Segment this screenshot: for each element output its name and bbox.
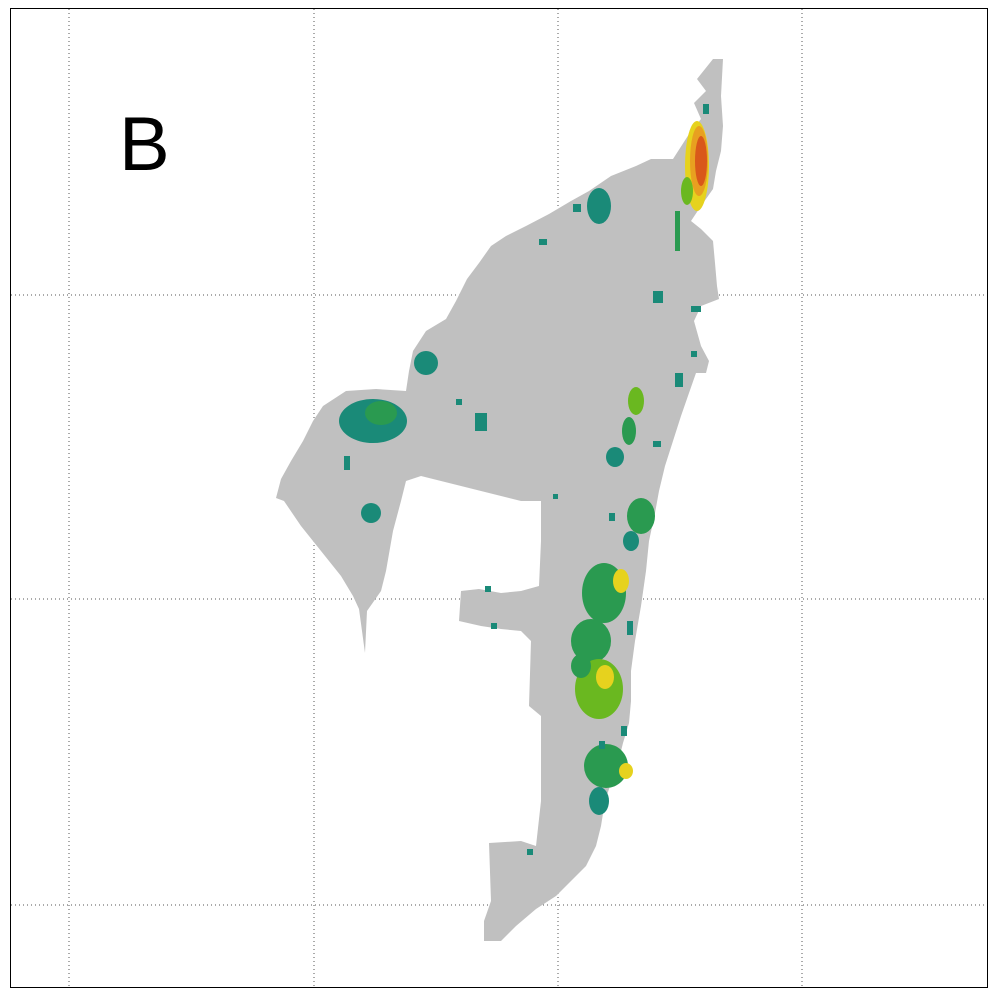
heat-cell [539, 239, 547, 245]
hotspot-south-1 [613, 569, 629, 593]
heat-patch [589, 787, 609, 815]
heat-patch [571, 654, 591, 678]
heat-cell [675, 211, 680, 251]
heat-patch-west-core [365, 401, 397, 425]
heat-cell [573, 204, 581, 212]
heat-patch [587, 188, 611, 224]
heat-patch-south [571, 619, 611, 663]
heat-cell [675, 373, 683, 387]
heat-patch [628, 387, 644, 415]
heat-patch [361, 503, 381, 523]
heat-cell [627, 621, 633, 635]
heat-patch [414, 351, 438, 375]
land-main [276, 59, 723, 941]
heat-cell [599, 741, 605, 749]
land-region [276, 59, 723, 941]
heat-cell [653, 441, 661, 447]
heat-layer [339, 104, 709, 855]
heat-cell [456, 399, 462, 405]
heat-patch-south [584, 744, 628, 788]
heat-cell [609, 513, 615, 521]
panel-label: B [119, 102, 170, 187]
heat-cell [691, 351, 697, 357]
heat-patch [622, 417, 636, 445]
heat-cell [344, 456, 350, 470]
heat-cell [653, 291, 663, 303]
hotspot-north-peak [695, 136, 707, 186]
heat-cell [527, 849, 533, 855]
heat-cell [621, 726, 627, 736]
heat-cell [491, 623, 497, 629]
hotspot-south-3 [619, 763, 633, 779]
heat-cell [691, 306, 701, 312]
heat-cell [703, 104, 709, 114]
hotspot-north-edge [681, 177, 693, 205]
map-frame: B [10, 8, 988, 988]
heat-patch [627, 498, 655, 534]
heat-cell [475, 413, 487, 431]
hotspot-south-2 [596, 665, 614, 689]
map-canvas [11, 9, 987, 987]
heat-cell [553, 494, 558, 499]
heat-patch [606, 447, 624, 467]
heat-cell [485, 586, 491, 592]
heat-patch [623, 531, 639, 551]
